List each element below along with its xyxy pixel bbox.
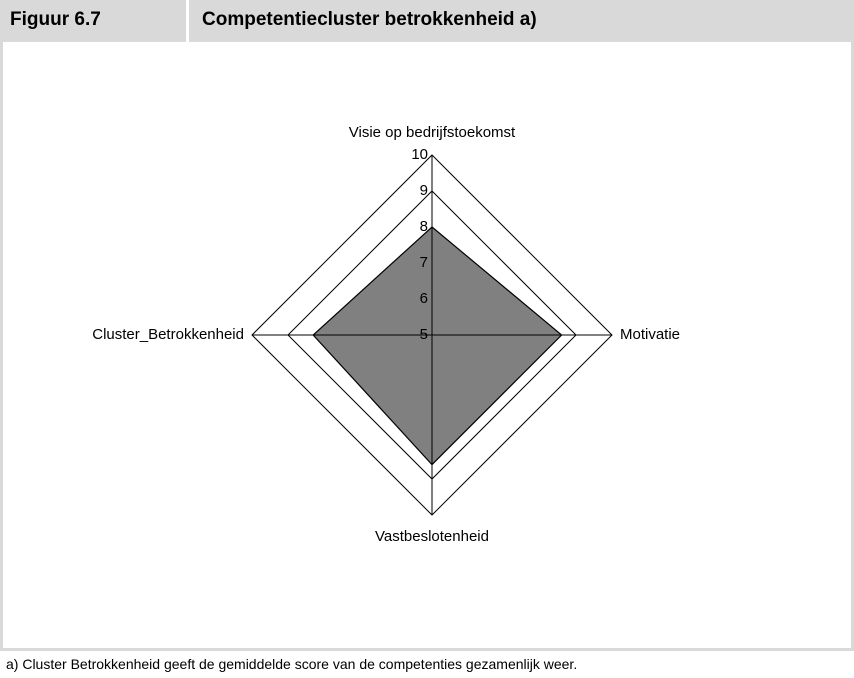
category-label: Motivatie (620, 326, 680, 343)
footnote: a) Cluster Betrokkenheid geeft de gemidd… (6, 656, 578, 672)
category-label: Visie op bedrijfstoekomst (349, 124, 516, 141)
figure-title: Competentiecluster betrokkenheid a) (202, 9, 537, 30)
category-label: Cluster_Betrokkenheid (92, 326, 244, 343)
figure-label: Figuur 6.7 (10, 9, 101, 30)
r-tick-label: 9 (420, 182, 428, 199)
r-tick-label: 8 (420, 218, 428, 235)
divider (186, 0, 189, 42)
r-tick-label: 5 (420, 326, 428, 343)
frame (0, 42, 854, 651)
radar-area (312, 226, 563, 466)
header: Figuur 6.7 Competentiecluster betrokkenh… (0, 0, 854, 42)
r-tick-label: 10 (411, 146, 428, 163)
category-label: Vastbeslotenheid (375, 528, 489, 545)
r-tick-label: 6 (420, 290, 428, 307)
r-tick-label: 7 (420, 254, 428, 271)
chart: Visie op bedrijfstoekomst Motivatie Vastbe… (92, 124, 680, 545)
